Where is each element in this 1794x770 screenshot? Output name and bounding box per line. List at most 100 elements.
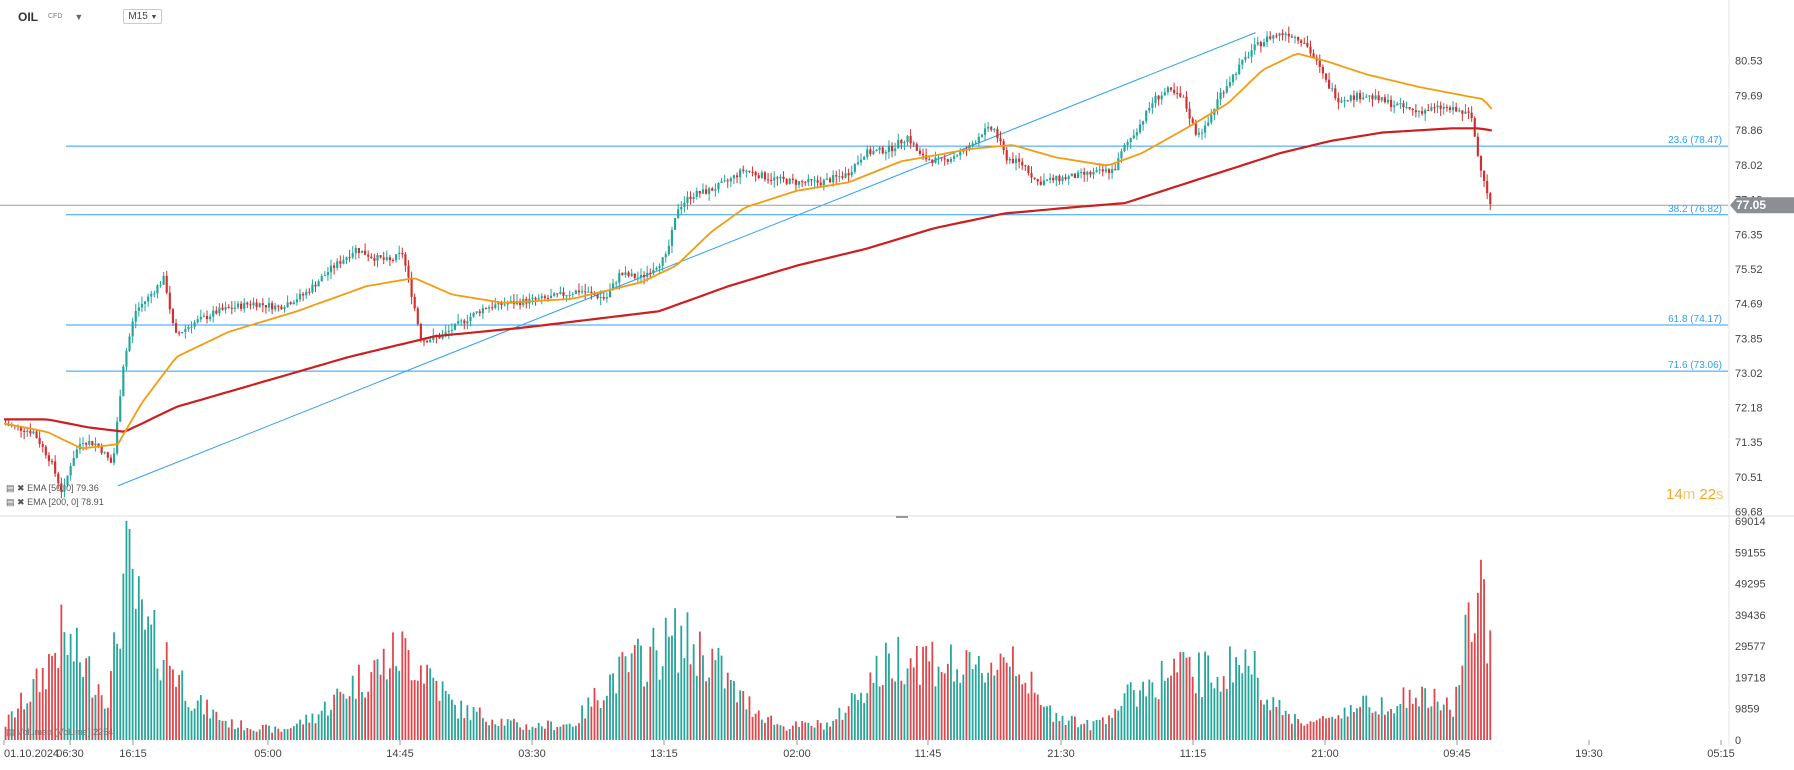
- close-icon[interactable]: ✖: [17, 497, 25, 507]
- candle-body: [832, 175, 835, 183]
- legend-icon[interactable]: ▤: [6, 497, 15, 507]
- volume-bar: [574, 725, 577, 740]
- volume-bar: [1061, 715, 1064, 740]
- volume-bar: [361, 692, 363, 740]
- candle-body: [1107, 169, 1111, 174]
- volume-bar: [562, 724, 565, 740]
- candle-body: [859, 159, 863, 163]
- candle-body: [1173, 89, 1176, 93]
- candle-body: [850, 171, 853, 176]
- volume-bar: [1139, 690, 1141, 740]
- volume-bar: [342, 693, 345, 740]
- candle-body: [1179, 93, 1182, 97]
- candle-body: [447, 330, 450, 333]
- candle-body: [1188, 108, 1191, 119]
- volume-bar: [884, 642, 887, 740]
- volume-bar: [1049, 705, 1052, 740]
- legend-icon[interactable]: ▤: [6, 727, 15, 737]
- candle-body: [240, 303, 243, 309]
- volume-bar: [1033, 692, 1036, 740]
- volume-bar: [708, 677, 711, 740]
- volume-bar: [265, 724, 267, 740]
- volume-bar: [937, 666, 940, 740]
- volume-bar: [770, 715, 773, 740]
- candle-body: [903, 142, 906, 144]
- volume-bar: [857, 700, 859, 740]
- volume-bar: [968, 652, 971, 740]
- candle-body: [1064, 177, 1067, 180]
- candle-body: [531, 297, 534, 299]
- candle-body: [940, 157, 943, 159]
- candle-body: [1362, 97, 1365, 100]
- price-axis-tick: 76.35: [1735, 229, 1763, 241]
- volume-bar: [596, 700, 599, 740]
- candle-body: [267, 303, 271, 308]
- candle-body: [652, 269, 655, 274]
- volume-bar: [1390, 709, 1392, 740]
- volume-bar: [881, 684, 884, 740]
- volume-bar: [20, 692, 22, 740]
- symbol-dropdown-icon[interactable]: ▼: [74, 11, 84, 22]
- volume-axis-tick: 0: [1735, 735, 1741, 747]
- candle-body: [23, 430, 26, 432]
- candle-body: [450, 329, 453, 331]
- volume-bar: [147, 616, 150, 740]
- volume-bar: [209, 718, 212, 740]
- candle-body: [1349, 95, 1352, 101]
- candle-body: [1142, 121, 1145, 125]
- close-icon[interactable]: ✖: [17, 483, 25, 493]
- candle-body: [1089, 171, 1092, 175]
- volume-bar: [72, 661, 75, 740]
- candle-body: [1219, 92, 1222, 100]
- candle-body: [122, 366, 125, 397]
- volume-bar: [987, 672, 990, 740]
- candle-body: [125, 350, 128, 367]
- candle-body: [212, 310, 215, 317]
- volume-bar: [450, 699, 453, 740]
- candle-body: [720, 181, 723, 183]
- candle-body: [351, 253, 354, 258]
- volume-label: Volumen (Volume) 2254: [17, 727, 114, 737]
- volume-bar: [193, 708, 196, 740]
- candle-body: [1371, 95, 1374, 100]
- volume-bar: [999, 653, 1002, 740]
- candle-body: [1309, 46, 1312, 54]
- volume-bar: [1411, 703, 1414, 740]
- volume-bar: [292, 726, 295, 740]
- volume-axis-tick: 69014: [1735, 516, 1766, 528]
- volume-bar: [1402, 687, 1405, 740]
- candle-body: [683, 202, 686, 207]
- volume-bar: [38, 692, 41, 740]
- timeframe-select[interactable]: M15 ▼: [123, 9, 163, 24]
- candle-body: [1250, 50, 1253, 57]
- candle-body: [1448, 107, 1452, 110]
- candle-body: [453, 323, 457, 330]
- candle-body: [165, 275, 168, 293]
- candle-body: [416, 308, 419, 325]
- symbol-name[interactable]: OIL: [18, 9, 38, 24]
- candle-body: [457, 321, 460, 324]
- volume-bar: [609, 674, 611, 740]
- volume-bar: [869, 672, 872, 740]
- volume-bar: [1105, 724, 1107, 740]
- volume-bar: [1030, 671, 1033, 740]
- volume-axis-tick: 9859: [1735, 704, 1759, 716]
- volume-bar: [1486, 663, 1489, 740]
- volume-bar: [1396, 706, 1399, 740]
- volume-bar: [717, 647, 720, 740]
- candle-body: [38, 438, 41, 445]
- candle-body: [974, 142, 977, 144]
- volume-bar: [550, 721, 552, 740]
- candle-body: [1355, 93, 1359, 100]
- volume-bar: [903, 684, 906, 740]
- candle-body: [178, 332, 181, 334]
- volume-bar: [1086, 719, 1089, 740]
- candle-body: [1129, 138, 1132, 143]
- legend-icon[interactable]: ▤: [6, 483, 15, 493]
- candle-body: [952, 156, 956, 159]
- candle-body: [838, 176, 841, 178]
- candle-body: [897, 140, 900, 149]
- volume-bar: [1300, 723, 1303, 740]
